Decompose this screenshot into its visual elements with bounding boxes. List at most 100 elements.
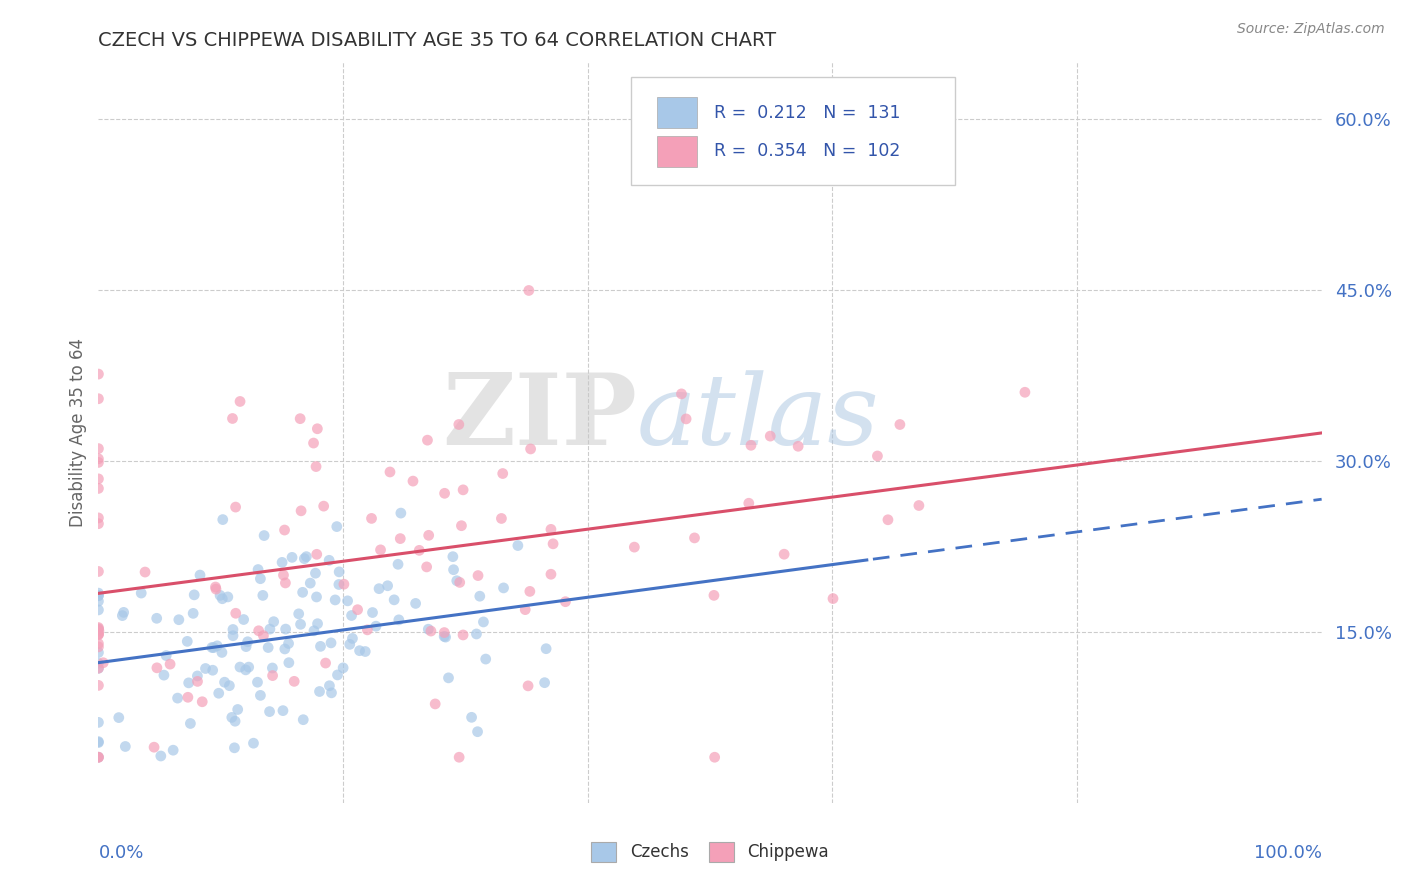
Point — [433, 629, 456, 643]
Point — [506, 539, 529, 553]
Point — [205, 639, 228, 653]
Point — [326, 519, 349, 533]
Point — [449, 575, 471, 590]
Point — [437, 671, 460, 685]
Point — [87, 622, 110, 636]
Point — [387, 558, 409, 572]
Point — [155, 648, 177, 663]
Point — [259, 705, 281, 719]
Point — [214, 675, 236, 690]
Point — [408, 543, 430, 558]
Point — [346, 603, 368, 617]
Point — [370, 542, 392, 557]
Point — [242, 736, 264, 750]
Point — [441, 549, 464, 564]
Point — [425, 697, 447, 711]
Point — [271, 555, 294, 569]
Legend: Czechs, Chippewa: Czechs, Chippewa — [585, 835, 835, 869]
Point — [302, 436, 325, 450]
Point — [703, 750, 725, 764]
Point — [166, 691, 188, 706]
Point — [773, 547, 796, 561]
Point — [290, 504, 312, 518]
Point — [247, 563, 270, 577]
Point — [323, 593, 346, 607]
Point — [257, 640, 280, 655]
Point — [703, 588, 725, 602]
Point — [299, 576, 322, 591]
Point — [87, 628, 110, 642]
Point — [474, 652, 496, 666]
Point — [738, 496, 761, 510]
Point — [356, 623, 378, 637]
Point — [191, 695, 214, 709]
Point — [129, 586, 152, 600]
FancyBboxPatch shape — [658, 136, 696, 167]
Point — [225, 607, 247, 621]
Point — [740, 438, 762, 452]
Point — [336, 594, 359, 608]
Point — [326, 668, 349, 682]
Text: 0.0%: 0.0% — [98, 844, 143, 862]
Point — [354, 644, 377, 658]
Point — [360, 511, 382, 525]
Point — [246, 675, 269, 690]
Point — [87, 392, 110, 406]
Point — [283, 674, 305, 689]
Point — [87, 516, 110, 531]
Point — [87, 511, 110, 525]
Point — [87, 678, 110, 692]
Point — [87, 589, 110, 603]
Point — [232, 613, 254, 627]
Point — [675, 412, 697, 426]
Point — [211, 645, 233, 659]
Point — [274, 576, 297, 591]
Point — [186, 669, 208, 683]
Point — [671, 387, 693, 401]
Point — [194, 661, 217, 675]
Point — [218, 679, 240, 693]
Point — [292, 551, 315, 566]
Point — [492, 467, 515, 481]
Point — [418, 622, 440, 636]
Point — [866, 449, 889, 463]
Point — [467, 724, 489, 739]
Point — [821, 591, 844, 606]
Point — [787, 439, 810, 453]
Point — [162, 743, 184, 757]
Point — [211, 591, 233, 606]
Point — [328, 577, 350, 591]
Point — [236, 634, 259, 648]
Point — [418, 528, 440, 542]
Point — [222, 623, 245, 637]
Point — [87, 624, 110, 638]
Point — [87, 646, 110, 660]
Point — [288, 411, 311, 425]
Point — [295, 549, 318, 564]
Point — [274, 642, 297, 657]
Point — [87, 586, 110, 600]
Point — [491, 511, 513, 525]
Point — [307, 422, 329, 436]
Point — [143, 740, 166, 755]
Point — [402, 474, 425, 488]
Point — [519, 584, 541, 599]
Point — [188, 568, 211, 582]
Point — [225, 500, 247, 514]
Point — [382, 592, 405, 607]
Point — [472, 615, 495, 629]
Point — [291, 585, 314, 599]
Point — [433, 625, 456, 640]
Point — [238, 660, 260, 674]
Point — [889, 417, 911, 432]
Point — [87, 750, 110, 764]
Point — [318, 679, 340, 693]
Point — [262, 668, 284, 682]
Point — [221, 411, 243, 425]
Point — [305, 547, 328, 561]
Point — [186, 674, 208, 689]
Point — [87, 735, 110, 749]
Point — [87, 657, 110, 671]
Point — [515, 602, 537, 616]
Point — [273, 568, 295, 582]
